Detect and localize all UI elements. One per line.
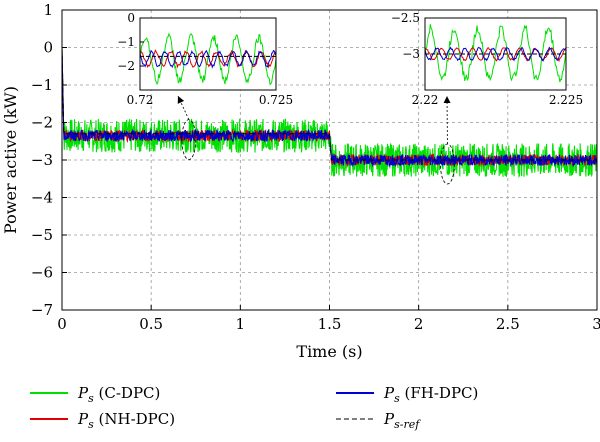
inset-x-tick-label: 0.725: [259, 93, 293, 107]
x-tick-label: 2.5: [496, 315, 520, 333]
legend-label-nh: Ps (NH-DPC): [77, 410, 175, 431]
x-tick-label: 0.5: [139, 315, 163, 333]
y-axis-title: Power active (kW): [1, 86, 20, 234]
x-axis-title: Time (s): [296, 342, 362, 361]
x-tick-label: 2: [414, 315, 424, 333]
inset-y-tick-label: −3: [402, 47, 420, 61]
inset-y-tick-label: −1: [117, 35, 135, 49]
inset-y-tick-label: −2.5: [391, 11, 420, 25]
inset-x-tick-label: 0.72: [127, 93, 154, 107]
inset-y-tick-label: −2: [117, 59, 135, 73]
x-tick-label: 0: [57, 315, 67, 333]
x-tick-label: 1: [236, 315, 246, 333]
y-tick-label: −7: [31, 301, 53, 319]
y-tick-label: −4: [31, 189, 53, 207]
legend-label-fh: Ps (FH-DPC): [383, 384, 478, 405]
legend-label-c: Ps (C-DPC): [77, 384, 160, 405]
y-tick-label: −6: [31, 264, 53, 282]
inset-x-tick-label: 2.225: [549, 93, 583, 107]
x-tick-label: 3: [592, 315, 600, 333]
y-tick-label: −3: [31, 151, 53, 169]
inset-x-tick-label: 2.22: [412, 93, 439, 107]
inset-y-tick-label: 0: [127, 11, 135, 25]
y-tick-label: −5: [31, 226, 53, 244]
y-tick-label: −2: [31, 114, 53, 132]
x-tick-label: 1.5: [318, 315, 342, 333]
legend-label-ref: Ps-ref: [383, 410, 421, 431]
y-tick-label: −1: [31, 76, 53, 94]
y-tick-label: 1: [43, 1, 53, 19]
y-tick-label: 0: [43, 39, 53, 57]
